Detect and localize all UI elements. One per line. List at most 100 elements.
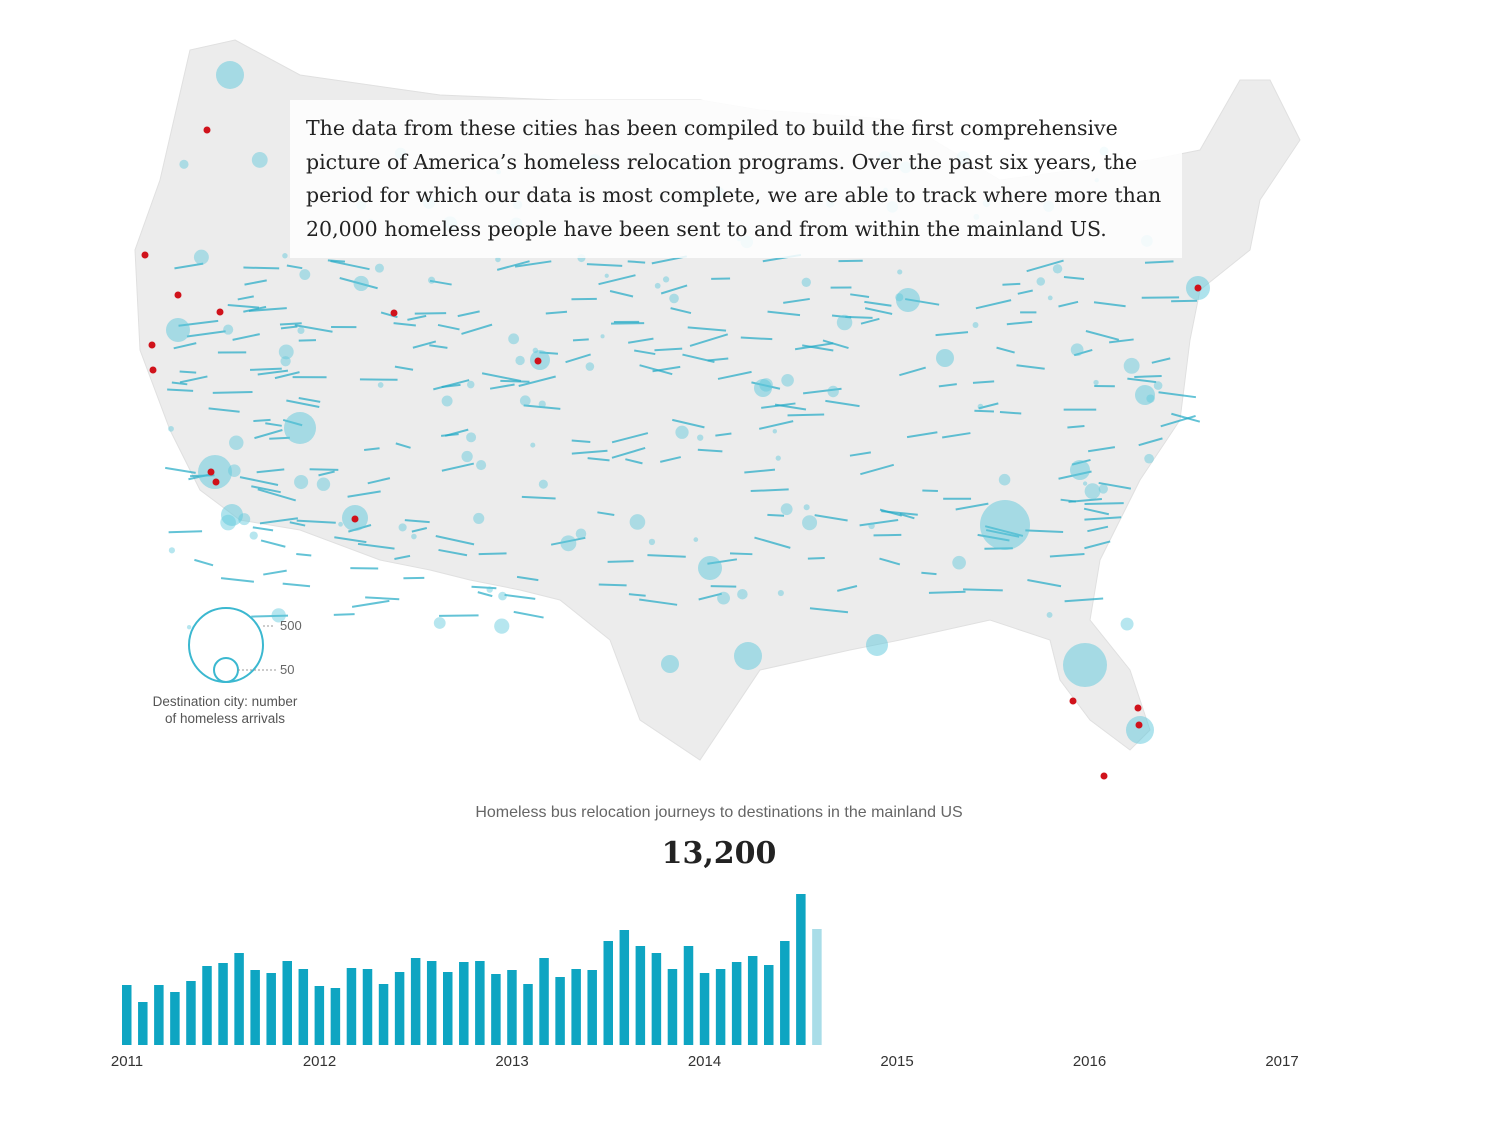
destination-circle[interactable] (669, 293, 679, 304)
destination-circle[interactable] (827, 385, 839, 398)
destination-circle[interactable] (476, 460, 487, 471)
destination-circle[interactable] (461, 450, 473, 463)
destination-circle[interactable] (780, 503, 793, 516)
destination-circle[interactable] (896, 288, 920, 312)
origin-city-dot[interactable] (351, 515, 359, 523)
bar[interactable] (154, 985, 164, 1045)
destination-circle[interactable] (777, 589, 784, 597)
destination-circle[interactable] (693, 537, 699, 542)
destination-circle[interactable] (952, 555, 966, 570)
destination-circle[interactable] (498, 591, 507, 601)
destination-circle[interactable] (193, 249, 209, 265)
origin-city-dot[interactable] (1194, 284, 1202, 292)
destination-circle[interactable] (316, 477, 331, 491)
destination-circle[interactable] (1063, 643, 1107, 687)
bar[interactable] (780, 941, 790, 1045)
destination-circle[interactable] (803, 504, 810, 511)
destination-circle[interactable] (538, 400, 546, 408)
destination-circle[interactable] (775, 455, 781, 461)
destination-circle[interactable] (661, 655, 679, 673)
destination-circle[interactable] (1098, 484, 1108, 494)
bar[interactable] (378, 984, 389, 1045)
bar[interactable] (410, 958, 421, 1045)
destination-circle[interactable] (398, 523, 407, 532)
origin-city-dot[interactable] (216, 308, 224, 316)
destination-circle[interactable] (166, 318, 190, 342)
destination-circle[interactable] (473, 512, 485, 524)
destination-circle[interactable] (168, 547, 175, 554)
bar[interactable] (635, 946, 646, 1045)
destination-circle[interactable] (374, 263, 384, 273)
destination-circle[interactable] (697, 434, 704, 441)
destination-circle[interactable] (494, 618, 510, 634)
destination-circle[interactable] (717, 591, 730, 605)
destination-circle[interactable] (532, 347, 539, 354)
destination-circle[interactable] (781, 374, 794, 387)
destination-circle[interactable] (228, 464, 241, 477)
destination-circle[interactable] (519, 395, 531, 407)
bar[interactable] (186, 981, 196, 1045)
destination-circle[interactable] (428, 276, 436, 284)
destination-circle[interactable] (936, 349, 954, 367)
destination-circle[interactable] (216, 61, 244, 89)
destination-circle[interactable] (980, 500, 1030, 550)
destination-circle[interactable] (249, 531, 258, 540)
destination-circle[interactable] (186, 624, 192, 630)
destination-circle[interactable] (229, 435, 244, 450)
bar[interactable] (234, 953, 244, 1045)
destination-circle[interactable] (802, 515, 818, 531)
destination-circle[interactable] (198, 455, 232, 489)
origin-city-dot[interactable] (1135, 721, 1143, 729)
destination-circle[interactable] (734, 642, 762, 670)
destination-circle[interactable] (1135, 385, 1155, 405)
destination-circle[interactable] (772, 429, 778, 434)
bar[interactable] (507, 970, 517, 1045)
destination-circle[interactable] (538, 479, 548, 489)
destination-circle[interactable] (972, 322, 979, 328)
bar[interactable] (555, 977, 565, 1045)
destination-circle[interactable] (278, 344, 294, 360)
destination-circle[interactable] (223, 324, 234, 335)
bar[interactable] (475, 961, 485, 1045)
bar[interactable] (298, 969, 309, 1045)
destination-circle[interactable] (801, 277, 811, 287)
destination-circle[interactable] (897, 269, 903, 275)
bar[interactable] (250, 970, 260, 1045)
bar[interactable] (314, 986, 325, 1045)
origin-city-dot[interactable] (1100, 772, 1108, 780)
origin-city-dot[interactable] (212, 478, 220, 486)
bar[interactable] (443, 972, 453, 1045)
bar[interactable] (330, 988, 341, 1045)
destination-circle[interactable] (466, 432, 477, 443)
destination-circle[interactable] (654, 282, 661, 289)
bar[interactable] (282, 961, 293, 1045)
destination-circle[interactable] (1123, 357, 1140, 374)
origin-city-dot[interactable] (174, 291, 182, 299)
destination-circle[interactable] (271, 608, 286, 623)
bar[interactable] (459, 962, 469, 1045)
origin-city-dot[interactable] (148, 341, 156, 349)
destination-circle[interactable] (1146, 394, 1155, 403)
origin-city-dot[interactable] (1069, 697, 1077, 705)
bar[interactable] (764, 965, 774, 1045)
destination-circle[interactable] (600, 334, 605, 339)
origin-city-dot[interactable] (207, 468, 215, 476)
destination-circle[interactable] (585, 362, 595, 371)
bar[interactable] (523, 984, 533, 1045)
bar[interactable] (812, 929, 822, 1045)
destination-circle[interactable] (977, 403, 984, 410)
destination-circle[interactable] (1144, 453, 1154, 464)
bar[interactable] (202, 966, 212, 1045)
destination-circle[interactable] (648, 538, 656, 546)
destination-circle[interactable] (238, 513, 251, 526)
destination-circle[interactable] (251, 152, 268, 168)
destination-circle[interactable] (575, 528, 587, 540)
destination-circle[interactable] (299, 269, 311, 280)
bar[interactable] (138, 1002, 148, 1045)
destination-circle[interactable] (466, 380, 475, 389)
bar[interactable] (266, 973, 276, 1045)
bar[interactable] (122, 985, 132, 1045)
bar[interactable] (587, 970, 597, 1045)
destination-circle[interactable] (998, 473, 1011, 486)
destination-circle[interactable] (441, 395, 453, 407)
